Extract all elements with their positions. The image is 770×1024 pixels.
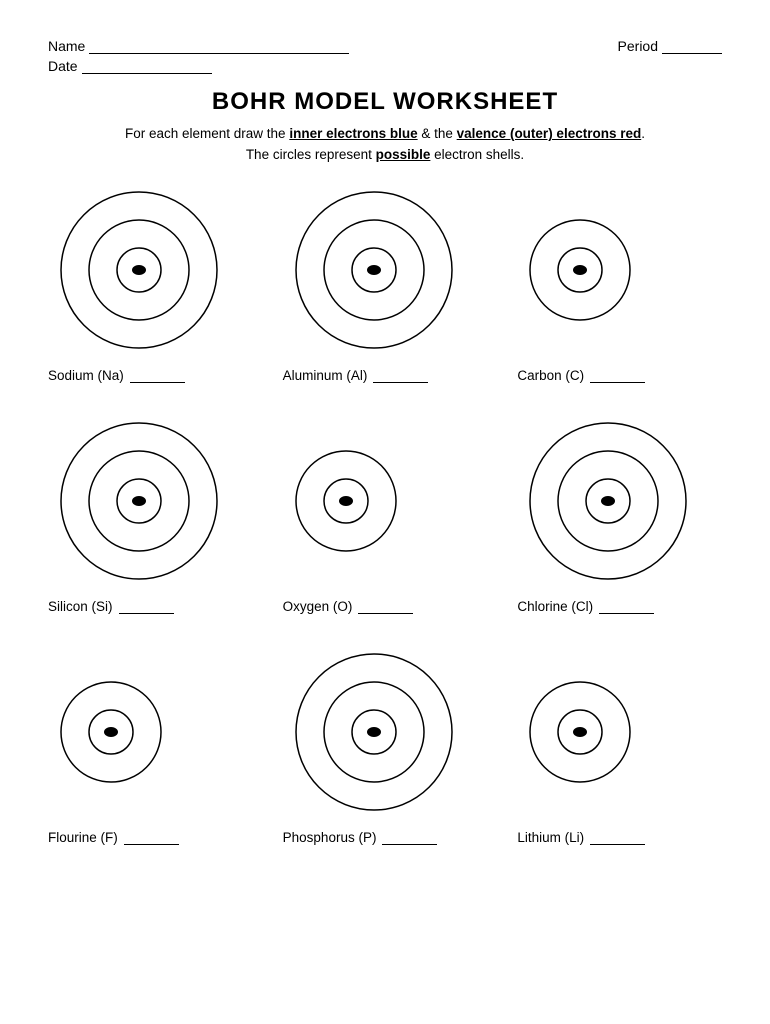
name-label: Name <box>48 38 85 54</box>
element-cell: Chlorine (Cl) <box>517 411 722 614</box>
instr2-bold: possible <box>376 147 431 162</box>
instr2-suffix: electron shells. <box>430 147 524 162</box>
nucleus-icon <box>601 496 615 506</box>
date-input-line[interactable] <box>82 60 212 74</box>
element-label: Carbon (C) <box>517 368 645 383</box>
nucleus-icon <box>132 496 146 506</box>
bohr-diagram <box>48 411 253 591</box>
instr-part2: valence (outer) electrons red <box>457 126 642 141</box>
element-label: Aluminum (Al) <box>283 368 429 383</box>
nucleus-icon <box>367 727 381 737</box>
header-row-2: Date <box>48 58 722 74</box>
element-label: Flourine (F) <box>48 830 179 845</box>
element-name: Phosphorus (P) <box>283 830 377 845</box>
nucleus-icon <box>573 265 587 275</box>
element-name: Silicon (Si) <box>48 599 113 614</box>
bohr-diagram <box>517 180 722 360</box>
element-label: Oxygen (O) <box>283 599 414 614</box>
element-label: Phosphorus (P) <box>283 830 438 845</box>
element-answer-line[interactable] <box>130 370 185 383</box>
bohr-diagram <box>517 642 722 822</box>
element-name: Aluminum (Al) <box>283 368 368 383</box>
instr-suffix: . <box>641 126 645 141</box>
date-label: Date <box>48 58 78 74</box>
element-cell: Flourine (F) <box>48 642 253 845</box>
element-cell: Silicon (Si) <box>48 411 253 614</box>
element-label: Sodium (Na) <box>48 368 185 383</box>
instr-prefix: For each element draw the <box>125 126 289 141</box>
element-name: Flourine (F) <box>48 830 118 845</box>
element-cell: Phosphorus (P) <box>283 642 488 845</box>
header-row-1: Name Period <box>48 38 722 54</box>
elements-grid: Sodium (Na) Aluminum (Al) Carbon (C) Silico… <box>48 180 722 845</box>
instructions-line-2: The circles represent possible electron … <box>48 147 722 162</box>
period-field-group: Period <box>618 38 722 54</box>
element-answer-line[interactable] <box>124 832 179 845</box>
element-answer-line[interactable] <box>590 370 645 383</box>
bohr-diagram <box>48 642 253 822</box>
nucleus-icon <box>339 496 353 506</box>
name-input-line[interactable] <box>89 40 349 54</box>
element-cell: Sodium (Na) <box>48 180 253 383</box>
instr2-prefix: The circles represent <box>246 147 376 162</box>
nucleus-icon <box>367 265 381 275</box>
element-name: Carbon (C) <box>517 368 584 383</box>
bohr-diagram <box>283 180 488 360</box>
element-name: Lithium (Li) <box>517 830 584 845</box>
element-name: Sodium (Na) <box>48 368 124 383</box>
bohr-diagram <box>48 180 253 360</box>
bohr-diagram <box>283 642 488 822</box>
element-cell: Lithium (Li) <box>517 642 722 845</box>
element-name: Chlorine (Cl) <box>517 599 593 614</box>
element-answer-line[interactable] <box>119 601 174 614</box>
element-name: Oxygen (O) <box>283 599 353 614</box>
page-title: BOHR MODEL WORKSHEET <box>48 88 722 116</box>
element-answer-line[interactable] <box>373 370 428 383</box>
nucleus-icon <box>104 727 118 737</box>
element-answer-line[interactable] <box>590 832 645 845</box>
nucleus-icon <box>132 265 146 275</box>
name-field-group: Name <box>48 38 349 54</box>
instr-mid: & the <box>418 126 457 141</box>
instr-part1: inner electrons blue <box>289 126 417 141</box>
element-cell: Oxygen (O) <box>283 411 488 614</box>
instructions-line-1: For each element draw the inner electron… <box>48 126 722 141</box>
element-label: Lithium (Li) <box>517 830 645 845</box>
date-field-group: Date <box>48 58 212 74</box>
period-input-line[interactable] <box>662 40 722 54</box>
element-answer-line[interactable] <box>382 832 437 845</box>
bohr-diagram <box>517 411 722 591</box>
element-answer-line[interactable] <box>358 601 413 614</box>
nucleus-icon <box>573 727 587 737</box>
element-label: Chlorine (Cl) <box>517 599 654 614</box>
element-answer-line[interactable] <box>599 601 654 614</box>
element-label: Silicon (Si) <box>48 599 174 614</box>
element-cell: Carbon (C) <box>517 180 722 383</box>
element-cell: Aluminum (Al) <box>283 180 488 383</box>
bohr-diagram <box>283 411 488 591</box>
period-label: Period <box>618 38 658 54</box>
